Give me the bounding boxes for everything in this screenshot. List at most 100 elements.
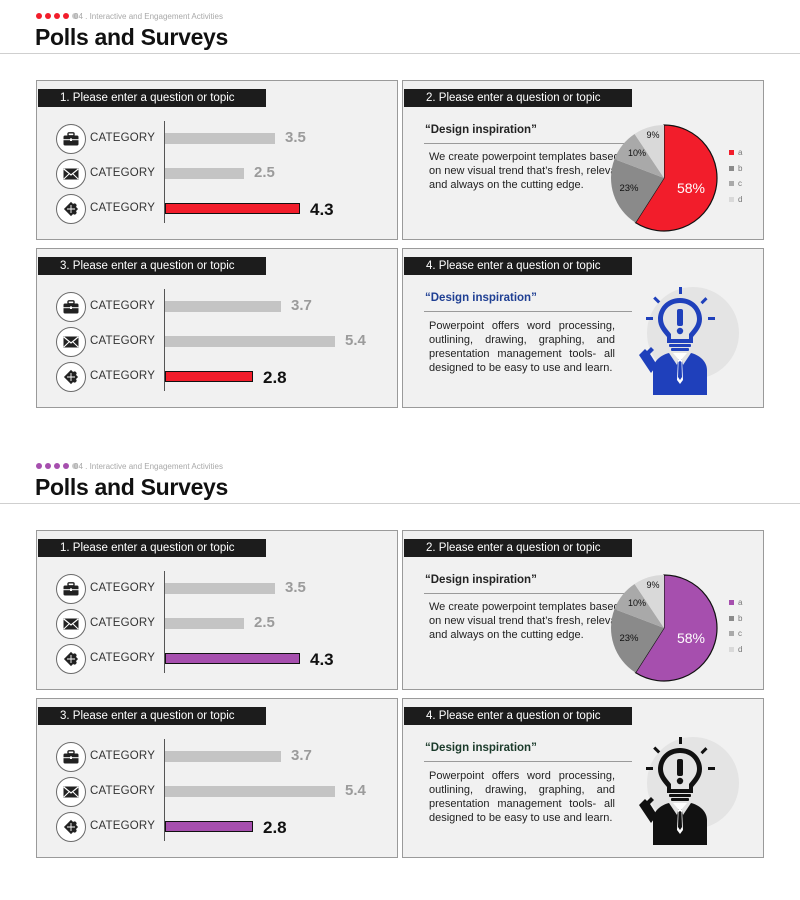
category-label: CATEGORY (90, 300, 156, 312)
category-label: CATEGORY (90, 132, 156, 144)
chart-axis (164, 571, 165, 673)
legend-swatch (729, 196, 734, 202)
chart-axis (164, 121, 165, 223)
legend-item: c (729, 626, 742, 642)
panel-header: 2. Please enter a question or topic (404, 539, 632, 557)
puzzle-icon (56, 194, 86, 224)
chart-axis (164, 739, 165, 841)
quote-divider (424, 143, 632, 144)
quote-body: Powerpoint offers word processing, outli… (429, 770, 615, 824)
bar-value-label: 3.7 (291, 747, 312, 764)
pie-slice-a (634, 574, 718, 682)
envelope-icon (56, 609, 86, 639)
legend-swatch (729, 181, 734, 187)
panel-header: 4. Please enter a question or topic (404, 707, 632, 725)
section-label: 04 . Interactive and Engagement Activiti… (74, 12, 223, 21)
legend-label: b (738, 613, 743, 623)
legend-item: a (729, 595, 742, 611)
briefcase-icon (56, 292, 86, 322)
puzzle-icon (56, 812, 86, 842)
quote-title: “Design inspiration” (425, 292, 537, 304)
category-label: CATEGORY (90, 785, 156, 797)
dot-accent (36, 463, 42, 469)
page-title: Polls and Surveys (35, 474, 229, 500)
legend-label: c (738, 179, 742, 189)
legend-label: a (738, 598, 743, 608)
chart-bar (165, 751, 281, 762)
pie-label-d: 9% (646, 130, 659, 140)
envelope-icon (56, 327, 86, 357)
chart-bar-highlight (165, 203, 300, 214)
briefcase-icon (56, 124, 86, 154)
pie-slice-c (614, 133, 664, 178)
quote-divider (424, 311, 632, 312)
panel-question-2: 2. Please enter a question or topic “Des… (402, 530, 764, 690)
pie-label-b: 23% (619, 633, 639, 644)
chart-bar-highlight (165, 371, 253, 382)
panel-header: 4. Please enter a question or topic (404, 257, 632, 275)
panel-question-3: 3. Please enter a question or topic CATE… (36, 698, 398, 858)
chart-bar (165, 301, 281, 312)
legend-item: b (729, 611, 742, 627)
legend-item: d (729, 192, 742, 208)
page-title: Polls and Surveys (35, 24, 229, 50)
pie-legend: a b c d (729, 595, 742, 657)
category-label: CATEGORY (90, 202, 156, 214)
dot-accent (63, 463, 69, 469)
bar-value-label: 3.5 (285, 129, 306, 146)
legend-label: d (738, 194, 743, 204)
category-label: CATEGORY (90, 820, 156, 832)
pie-label-c: 10% (628, 148, 646, 158)
dot-accent (63, 13, 69, 19)
bar-value-label: 3.7 (291, 297, 312, 314)
category-label: CATEGORY (90, 750, 156, 762)
legend-item: d (729, 642, 742, 658)
pie-label-b: 23% (619, 183, 639, 194)
legend-swatch (729, 646, 734, 652)
pie-legend: a b c d (729, 145, 742, 207)
panel-question-4: 4. Please enter a question or topic “Des… (402, 698, 764, 858)
chart-bar-highlight (165, 821, 253, 832)
category-label: CATEGORY (90, 335, 156, 347)
progress-dots (36, 463, 78, 469)
category-label: CATEGORY (90, 582, 156, 594)
dot-accent (36, 13, 42, 19)
panel-header: 2. Please enter a question or topic (404, 89, 632, 107)
category-label: CATEGORY (90, 167, 156, 179)
bar-value-label: 5.4 (345, 332, 366, 349)
panel-question-2: 2. Please enter a question or topic “Des… (402, 80, 764, 240)
pie-slice-a (634, 124, 718, 232)
chart-axis (164, 289, 165, 391)
progress-dots (36, 13, 78, 19)
chart-bar (165, 786, 335, 797)
legend-label: a (738, 148, 743, 158)
chart-bar (165, 583, 275, 594)
pie-slice-d (634, 575, 664, 628)
title-divider (0, 503, 800, 504)
legend-item: b (729, 161, 742, 177)
panel-header: 1. Please enter a question or topic (38, 89, 266, 107)
quote-body: We create powerpoint templates based on … (429, 601, 626, 641)
lightbulb-man-icon (639, 287, 739, 395)
pie-chart: 58% 23% 10% 9% (610, 574, 718, 682)
puzzle-icon (56, 644, 86, 674)
title-divider (0, 53, 800, 54)
puzzle-icon (56, 362, 86, 392)
briefcase-icon (56, 574, 86, 604)
lightbulb-man-icon (639, 737, 739, 845)
chart-bar (165, 133, 275, 144)
panel-header: 3. Please enter a question or topic (38, 707, 266, 725)
chart-bar-highlight (165, 653, 300, 664)
pie-label-a: 58% (677, 180, 705, 196)
panel-question-1: 1. Please enter a question or topic CATE… (36, 530, 398, 690)
dot-inactive (72, 463, 78, 469)
slide: 04 . Interactive and Engagement Activiti… (0, 0, 800, 450)
dot-accent (54, 13, 60, 19)
quote-title: “Design inspiration” (425, 124, 537, 136)
envelope-icon (56, 777, 86, 807)
envelope-icon (56, 159, 86, 189)
legend-label: c (738, 629, 742, 639)
dot-accent (54, 463, 60, 469)
legend-item: c (729, 176, 742, 192)
pie-slice-b (610, 159, 664, 223)
